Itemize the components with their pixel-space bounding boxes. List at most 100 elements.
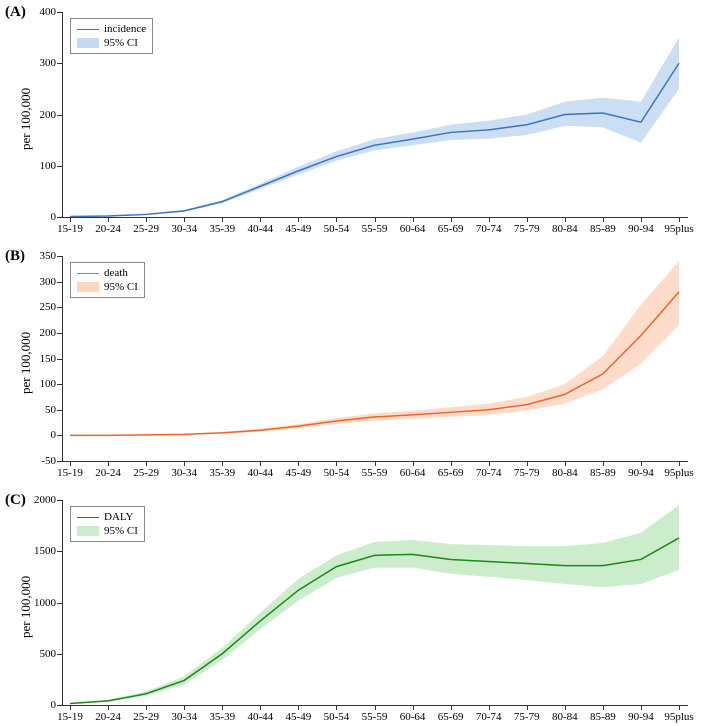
legend-swatch-line <box>77 29 99 30</box>
y-tick <box>57 217 62 218</box>
legend-swatch-ci <box>77 282 99 292</box>
x-tick-label: 90-94 <box>628 223 654 235</box>
x-tick-label: 75-79 <box>514 467 540 479</box>
x-tick <box>336 217 337 222</box>
x-tick <box>527 461 528 466</box>
x-tick-label: 45-49 <box>286 711 312 723</box>
x-tick <box>298 705 299 710</box>
y-tick-label: 350 <box>24 250 56 262</box>
legend-row-ci: 95% CI <box>77 524 138 538</box>
y-tick-label: 0 <box>24 429 56 441</box>
x-tick-label: 60-64 <box>400 711 426 723</box>
x-tick-label: 35-39 <box>209 467 235 479</box>
legend-A: incidence95% CI <box>70 18 153 54</box>
x-tick <box>413 461 414 466</box>
x-tick <box>108 217 109 222</box>
x-tick <box>336 461 337 466</box>
legend-row-line: death <box>77 266 138 280</box>
y-tick-label: 50 <box>24 404 56 416</box>
y-tick-label: 200 <box>24 109 56 121</box>
x-tick-label: 50-54 <box>324 467 350 479</box>
x-tick <box>184 705 185 710</box>
chart-svg-A <box>62 12 687 217</box>
x-tick <box>375 217 376 222</box>
legend-swatch-line <box>77 273 99 274</box>
y-tick-label: 2000 <box>24 494 56 506</box>
x-tick-label: 85-89 <box>590 467 616 479</box>
x-tick <box>260 461 261 466</box>
x-tick <box>108 461 109 466</box>
x-tick <box>146 461 147 466</box>
y-tick-label: 500 <box>24 648 56 660</box>
y-tick-label: 1500 <box>24 545 56 557</box>
y-tick-label: 250 <box>24 301 56 313</box>
x-tick-label: 60-64 <box>400 467 426 479</box>
x-tick-label: 25-29 <box>133 223 159 235</box>
y-tick-label: 150 <box>24 353 56 365</box>
x-tick-label: 75-79 <box>514 223 540 235</box>
x-tick-label: 85-89 <box>590 223 616 235</box>
y-tick-label: 100 <box>24 160 56 172</box>
x-tick-label: 35-39 <box>209 223 235 235</box>
x-tick <box>108 705 109 710</box>
chart-svg-C <box>62 500 687 705</box>
x-tick <box>565 461 566 466</box>
x-tick <box>184 217 185 222</box>
x-tick <box>70 217 71 222</box>
x-tick-label: 30-34 <box>171 223 197 235</box>
x-tick-label: 90-94 <box>628 711 654 723</box>
x-tick-label: 95plus <box>664 467 693 479</box>
x-tick-label: 80-84 <box>552 223 578 235</box>
x-tick-label: 55-59 <box>362 467 388 479</box>
x-tick <box>413 217 414 222</box>
x-tick-label: 70-74 <box>476 711 502 723</box>
x-tick <box>603 217 604 222</box>
x-tick <box>375 705 376 710</box>
x-tick <box>489 461 490 466</box>
x-tick <box>298 217 299 222</box>
y-tick-label: 300 <box>24 276 56 288</box>
x-tick <box>527 705 528 710</box>
x-tick <box>298 461 299 466</box>
x-tick <box>565 217 566 222</box>
legend-text-ci: 95% CI <box>104 36 138 50</box>
legend-swatch-ci <box>77 526 99 536</box>
x-tick-label: 65-69 <box>438 223 464 235</box>
x-tick-label: 25-29 <box>133 467 159 479</box>
x-tick <box>603 705 604 710</box>
x-tick <box>70 705 71 710</box>
x-tick-label: 75-79 <box>514 711 540 723</box>
x-tick <box>260 705 261 710</box>
legend-row-line: incidence <box>77 22 146 36</box>
y-tick-label: -50 <box>24 455 56 467</box>
x-tick <box>413 705 414 710</box>
x-tick <box>70 461 71 466</box>
y-tick <box>57 705 62 706</box>
y-tick-label: 100 <box>24 378 56 390</box>
x-tick <box>641 217 642 222</box>
x-tick <box>641 705 642 710</box>
x-tick-label: 95plus <box>664 711 693 723</box>
x-tick <box>489 217 490 222</box>
ci-band-A <box>70 38 679 217</box>
legend-row-ci: 95% CI <box>77 280 138 294</box>
ci-band-C <box>70 505 679 704</box>
y-tick-label: 0 <box>24 699 56 711</box>
legend-swatch-line <box>77 517 99 518</box>
x-tick <box>527 217 528 222</box>
x-tick-label: 65-69 <box>438 711 464 723</box>
x-tick <box>679 705 680 710</box>
x-tick-label: 35-39 <box>209 711 235 723</box>
x-tick-label: 70-74 <box>476 223 502 235</box>
x-tick <box>451 705 452 710</box>
panel-label-A: (A) <box>5 4 26 21</box>
x-tick-label: 55-59 <box>362 711 388 723</box>
legend-B: death95% CI <box>70 262 145 298</box>
x-tick <box>603 461 604 466</box>
y-tick-label: 1000 <box>24 597 56 609</box>
x-tick-label: 45-49 <box>286 223 312 235</box>
x-tick-label: 25-29 <box>133 711 159 723</box>
x-tick-label: 20-24 <box>95 467 121 479</box>
x-tick <box>679 217 680 222</box>
x-tick-label: 65-69 <box>438 467 464 479</box>
